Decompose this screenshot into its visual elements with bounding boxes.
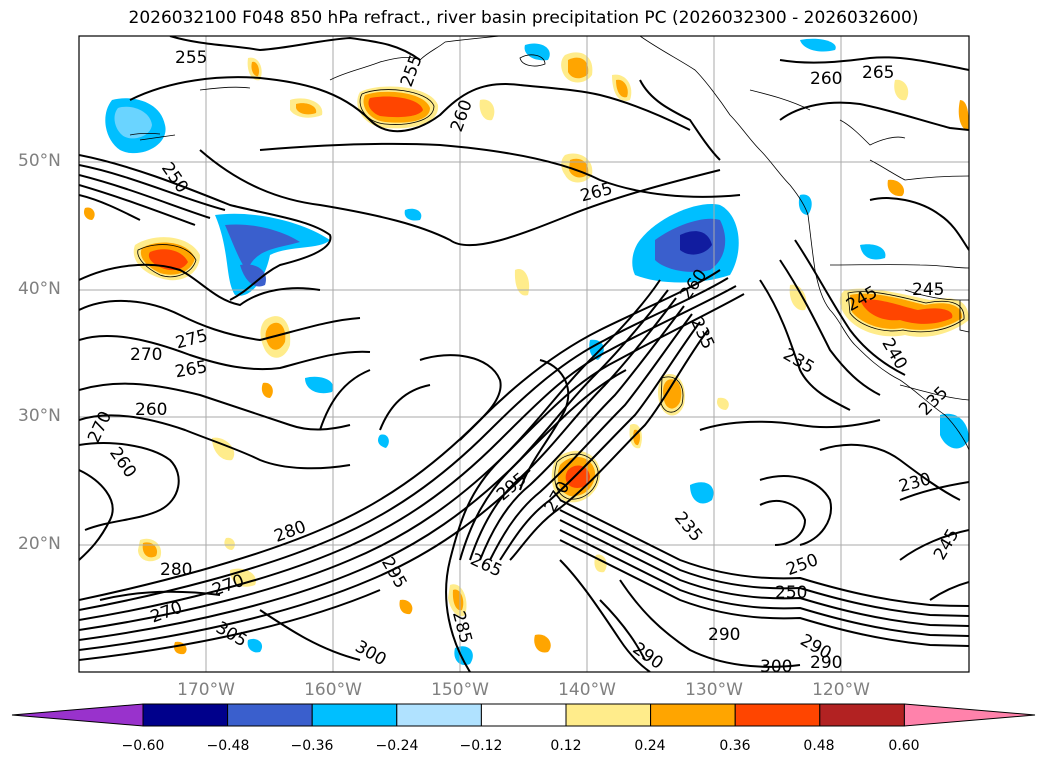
colorbar-tick-label: −0.36 xyxy=(290,738,334,754)
coastlines xyxy=(129,36,969,451)
precip-negative-patch xyxy=(800,38,836,52)
lat-label: 50°N xyxy=(18,151,61,171)
refractivity-contours xyxy=(79,36,969,672)
precip-positive-patch xyxy=(716,397,729,410)
colorbar-segment xyxy=(142,703,229,727)
precip-negative-patch xyxy=(690,482,714,504)
colorbar-tick-label: −0.24 xyxy=(375,738,419,754)
colorbar-segment xyxy=(311,703,398,727)
contour-label: 245 xyxy=(912,280,944,300)
precip-negative-patch xyxy=(404,208,422,221)
lon-label: 130°W xyxy=(685,680,743,700)
precip-shading xyxy=(83,38,969,666)
precip-positive-patch xyxy=(958,100,969,131)
precip-negative-patch xyxy=(860,244,886,260)
contour-label: 270 xyxy=(130,345,162,365)
precip-negative-patch xyxy=(305,376,334,394)
precip-negative-patch xyxy=(378,434,389,448)
colorbar-segment xyxy=(227,703,313,727)
precip-negative-patch xyxy=(940,413,969,449)
lat-label: 40°N xyxy=(18,279,61,299)
precip-outlines xyxy=(137,54,965,500)
colorbar-extend-left xyxy=(11,703,144,727)
contour-label: 300 xyxy=(760,657,792,677)
lat-label: 30°N xyxy=(18,406,61,426)
colorbar-tick-label: 0.36 xyxy=(719,738,751,754)
colorbar-segment xyxy=(819,703,905,727)
lon-label: 120°W xyxy=(812,680,870,700)
colorbar-tick-label: 0.48 xyxy=(803,738,835,754)
colorbar-segment xyxy=(650,703,736,727)
contour-label: 280 xyxy=(160,560,192,580)
map-background xyxy=(79,36,969,672)
precip-positive-patch xyxy=(789,284,807,311)
precip-positive-patch xyxy=(224,537,235,550)
precip-positive-patch xyxy=(261,382,273,398)
contour-label: 290 xyxy=(810,653,842,673)
precip-negative-patch xyxy=(524,43,550,61)
colorbar-tick-label: −0.48 xyxy=(206,738,250,754)
precip-negative-patch xyxy=(247,638,263,653)
lon-label: 150°W xyxy=(431,680,489,700)
colorbar-tick-label: 0.24 xyxy=(634,738,666,754)
colorbar-segment xyxy=(565,703,652,727)
precip-positive-patch xyxy=(399,599,413,615)
contour-label: 290 xyxy=(708,625,740,645)
colorbar-tick-label: 0.12 xyxy=(550,738,582,754)
colorbar xyxy=(11,703,1036,727)
precip-positive-patch xyxy=(534,634,551,653)
precip-positive-patch xyxy=(479,99,495,121)
contour-label: 265 xyxy=(862,63,894,83)
figure-title: 2026032100 F048 850 hPa refract., river … xyxy=(128,8,919,28)
map-frame xyxy=(78,35,970,673)
lon-label: 170°W xyxy=(177,680,235,700)
precip-positive-patch xyxy=(83,207,95,220)
precip-positive-patch xyxy=(887,179,905,197)
lon-label: 140°W xyxy=(558,680,616,700)
colorbar-segment xyxy=(480,703,567,727)
lon-label: 160°W xyxy=(304,680,362,700)
contour-label: 260 xyxy=(135,400,167,420)
contour-label: 260 xyxy=(810,69,842,89)
precip-positive-patch xyxy=(514,269,530,296)
lat-label: 20°N xyxy=(18,534,61,554)
contour-label: 250 xyxy=(775,583,807,603)
contour-label: 255 xyxy=(175,48,207,68)
colorbar-tick-label: −0.12 xyxy=(459,738,503,754)
precip-positive-patch xyxy=(894,79,909,101)
colorbar-segment xyxy=(396,703,482,727)
colorbar-segment xyxy=(734,703,821,727)
colorbar-extend-right xyxy=(903,703,1036,727)
precip-negative-patch xyxy=(798,194,812,215)
colorbar-tick-label: −0.60 xyxy=(121,738,165,754)
colorbar-tick-label: 0.60 xyxy=(888,738,920,754)
